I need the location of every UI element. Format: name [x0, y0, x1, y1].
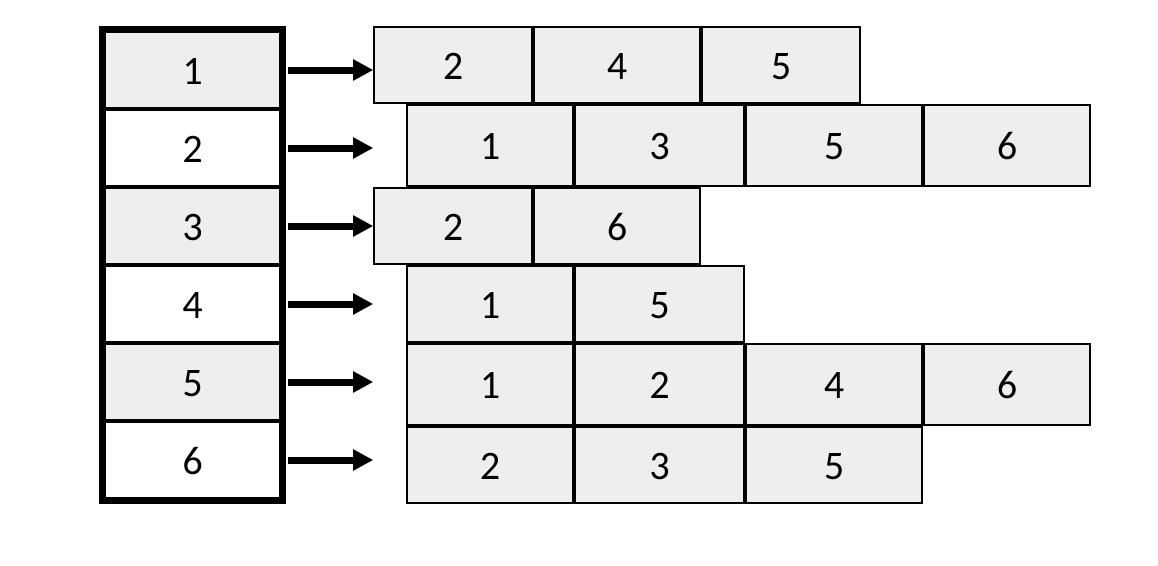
list-cell-label: 2	[443, 202, 463, 251]
list-cell-label: 4	[824, 360, 844, 409]
list-cell: 6	[923, 343, 1091, 426]
list-cell: 1	[406, 104, 574, 187]
list-cell: 3	[574, 104, 745, 187]
list-cell: 3	[574, 426, 745, 504]
list-cell-label: 1	[480, 121, 500, 170]
list-cell-label: 6	[607, 202, 627, 251]
list-cell: 2	[373, 187, 533, 265]
list-cell-label: 6	[997, 360, 1017, 409]
list-cell: 1	[406, 265, 574, 343]
list-cell: 2	[406, 426, 574, 504]
index-cell: 3	[104, 187, 281, 265]
adjacency-list-diagram: 123456245135626151246235	[0, 0, 1158, 566]
index-cell: 1	[104, 31, 281, 109]
list-cell: 6	[533, 187, 701, 265]
list-cell: 5	[745, 426, 923, 504]
list-cell-label: 5	[824, 121, 844, 170]
list-cell: 5	[574, 265, 745, 343]
index-cell: 2	[104, 109, 281, 187]
index-label: 5	[182, 358, 202, 407]
list-cell: 1	[406, 343, 574, 426]
index-cell: 6	[104, 421, 281, 499]
list-cell: 4	[745, 343, 923, 426]
list-cell-label: 1	[480, 280, 500, 329]
list-cell-label: 6	[997, 121, 1017, 170]
index-label: 3	[182, 202, 202, 251]
list-cell-label: 3	[649, 121, 669, 170]
list-cell: 2	[574, 343, 745, 426]
list-cell-label: 1	[480, 360, 500, 409]
list-cell-label: 4	[607, 41, 627, 90]
list-cell: 5	[745, 104, 923, 187]
index-cell: 5	[104, 343, 281, 421]
index-label: 2	[182, 124, 202, 173]
list-cell-label: 3	[649, 441, 669, 490]
index-label: 6	[182, 436, 202, 485]
list-cell: 2	[373, 26, 533, 104]
list-cell: 4	[533, 26, 701, 104]
list-cell-label: 5	[649, 280, 669, 329]
list-cell-label: 5	[771, 41, 791, 90]
list-cell-label: 2	[480, 441, 500, 490]
index-cell: 4	[104, 265, 281, 343]
list-cell-label: 5	[824, 441, 844, 490]
list-cell: 5	[701, 26, 861, 104]
list-cell-label: 2	[443, 41, 463, 90]
list-cell: 6	[923, 104, 1091, 187]
index-label: 1	[182, 46, 202, 95]
list-cell-label: 2	[649, 360, 669, 409]
index-label: 4	[182, 280, 202, 329]
